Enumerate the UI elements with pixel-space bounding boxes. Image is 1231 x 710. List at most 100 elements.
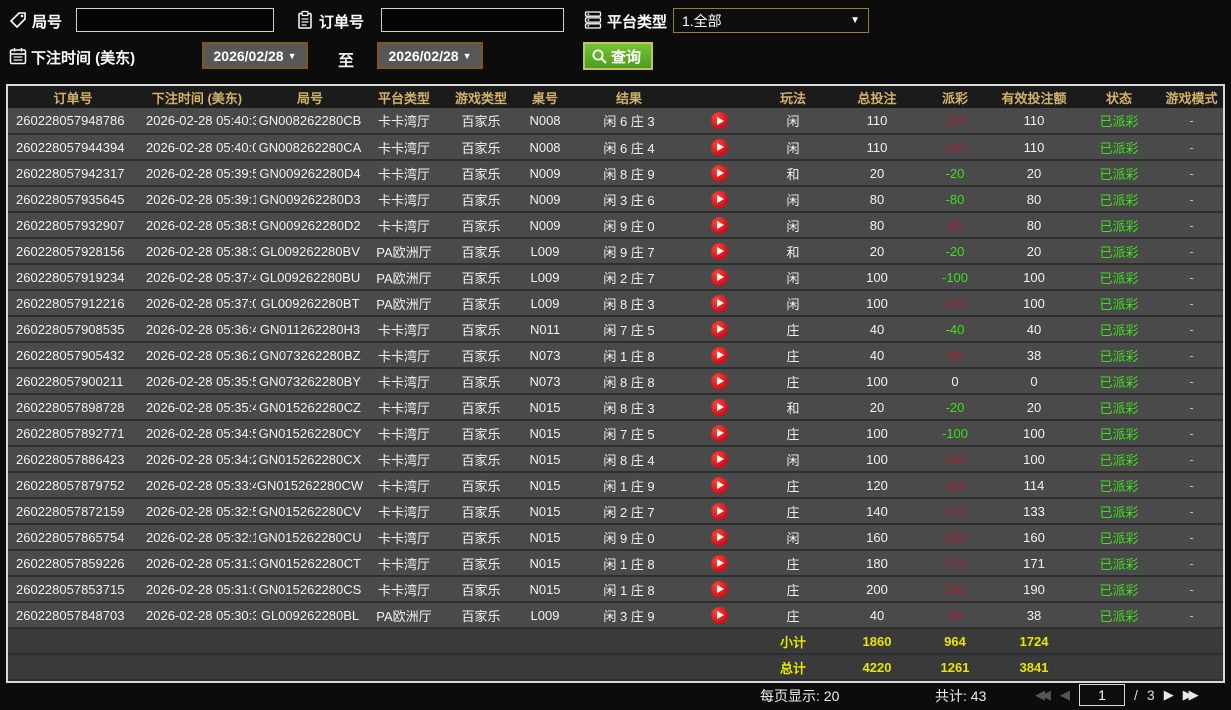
cell-valid-bet: 20 — [990, 394, 1078, 421]
current-page-input[interactable] — [1079, 684, 1125, 706]
table-row: 260228057905432 2026-02-28 05:36:22 GN0732… — [8, 342, 1223, 369]
play-replay-icon[interactable] — [710, 164, 728, 182]
first-page-icon[interactable]: ◀◀ — [1035, 687, 1051, 702]
cell-order-id: 260228057944394 — [8, 134, 138, 161]
cell-payout: -40 — [920, 316, 990, 343]
cell-status: 已派彩 — [1078, 264, 1160, 291]
cell-valid-bet: 100 — [990, 420, 1078, 447]
cell-game-mode: - — [1160, 368, 1223, 395]
cell-round-id: GN015262280CY — [256, 420, 364, 447]
next-page-icon[interactable]: ▶ — [1163, 687, 1174, 702]
cell-platform-type: 卡卡湾厅 — [364, 576, 444, 603]
bet-records-table: 订单号 下注时间 (美东) 局号 平台类型 游戏类型 桌号 结果 玩法 总投注 派彩 有效投注额 状态… — [6, 84, 1225, 683]
cell-table-no: N015 — [518, 498, 572, 525]
cell-table-no: N015 — [518, 394, 572, 421]
cell-game-mode: - — [1160, 160, 1223, 187]
cell-platform-type: 卡卡湾厅 — [364, 550, 444, 577]
total-pages-label: 3 — [1146, 687, 1155, 703]
cell-game-mode: - — [1160, 316, 1223, 343]
play-replay-icon[interactable] — [710, 502, 728, 520]
cell-bet-side: 庄 — [752, 342, 834, 369]
cell-table-no: N015 — [518, 472, 572, 499]
cell-platform-type: 卡卡湾厅 — [364, 368, 444, 395]
platform-type-select[interactable]: 1.全部 ▼ — [673, 8, 869, 33]
play-replay-icon[interactable] — [710, 216, 728, 234]
cell-status: 已派彩 — [1078, 134, 1160, 161]
cell-bet-side: 闲 — [752, 524, 834, 551]
date-to-value: 2026/02/28 — [388, 47, 459, 64]
play-replay-icon[interactable] — [710, 554, 728, 572]
cell-game-mode: - — [1160, 602, 1223, 629]
play-replay-icon[interactable] — [710, 580, 728, 598]
cell-game-mode: - — [1160, 472, 1223, 499]
column-header: 状态 — [1078, 86, 1160, 108]
play-replay-icon[interactable] — [710, 528, 728, 546]
play-replay-icon[interactable] — [710, 346, 728, 364]
order-id-input[interactable] — [381, 8, 564, 32]
table-row: 260228057912216 2026-02-28 05:37:02 GL0092… — [8, 290, 1223, 317]
prev-page-icon[interactable]: ◀ — [1060, 687, 1070, 702]
cell-replay — [686, 472, 752, 499]
play-replay-icon[interactable] — [710, 190, 728, 208]
subtotal-row-cell — [572, 628, 686, 655]
date-from-value: 2026/02/28 — [213, 47, 284, 64]
cell-payout: 38 — [920, 342, 990, 369]
play-replay-icon[interactable] — [710, 242, 728, 260]
filter-bar: 局号 订单号 平台类型 1.全部 ▼ 下注时间 (美东) 2026/02/28 … — [0, 0, 1231, 82]
cell-bet-side: 闲 — [752, 108, 834, 135]
total-row-grand-cell: 1261 — [920, 654, 990, 681]
cell-bet-side: 和 — [752, 160, 834, 187]
cell-valid-bet: 110 — [990, 108, 1078, 135]
last-page-icon[interactable]: ▶▶ — [1182, 687, 1199, 702]
play-replay-icon[interactable] — [710, 138, 728, 156]
play-replay-icon[interactable] — [710, 424, 728, 442]
cell-game-type: 百家乐 — [444, 524, 518, 551]
cell-bet-time: 2026-02-28 05:38:58 — [138, 212, 256, 239]
cell-total-bet: 40 — [834, 342, 920, 369]
play-replay-icon[interactable] — [710, 268, 728, 286]
cell-total-bet: 100 — [834, 290, 920, 317]
tag-icon — [8, 10, 28, 30]
round-id-input[interactable] — [76, 8, 274, 32]
play-replay-icon[interactable] — [710, 320, 728, 338]
date-from-picker[interactable]: 2026/02/28 ▼ — [202, 42, 308, 69]
cell-result: 闲 9 庄 0 — [572, 524, 686, 551]
search-button[interactable]: 查询 — [583, 42, 654, 70]
cell-status: 已派彩 — [1078, 186, 1160, 213]
cell-total-bet: 120 — [834, 472, 920, 499]
play-replay-icon[interactable] — [710, 450, 728, 468]
cell-payout: 100 — [920, 446, 990, 473]
play-replay-icon[interactable] — [710, 294, 728, 312]
cell-total-bet: 110 — [834, 134, 920, 161]
play-replay-icon[interactable] — [710, 112, 728, 130]
cell-table-no: L009 — [518, 238, 572, 265]
cell-table-no: N009 — [518, 186, 572, 213]
cell-bet-side: 庄 — [752, 472, 834, 499]
play-replay-icon[interactable] — [710, 476, 728, 494]
table-row: 260228057879752 2026-02-28 05:33:44 GN0152… — [8, 472, 1223, 499]
cell-payout: 80 — [920, 212, 990, 239]
cell-status: 已派彩 — [1078, 472, 1160, 499]
play-replay-icon[interactable] — [710, 372, 728, 390]
table-row: 260228057928156 2026-02-28 05:38:32 GL0092… — [8, 238, 1223, 265]
cell-payout: 114 — [920, 472, 990, 499]
cell-payout: -80 — [920, 186, 990, 213]
table-row: 260228057853715 2026-02-28 05:31:09 GN0152… — [8, 576, 1223, 603]
cell-bet-time: 2026-02-28 05:32:19 — [138, 524, 256, 551]
cell-total-bet: 20 — [834, 238, 920, 265]
cell-result: 闲 2 庄 7 — [572, 498, 686, 525]
date-to-picker[interactable]: 2026/02/28 ▼ — [377, 42, 483, 69]
play-replay-icon[interactable] — [710, 398, 728, 416]
cell-payout: 100 — [920, 290, 990, 317]
cell-game-mode: - — [1160, 212, 1223, 239]
cell-status: 已派彩 — [1078, 498, 1160, 525]
cell-total-bet: 100 — [834, 446, 920, 473]
cell-order-id: 260228057892771 — [8, 420, 138, 447]
cell-order-id: 260228057942317 — [8, 160, 138, 187]
cell-platform-type: 卡卡湾厅 — [364, 394, 444, 421]
pagination-bar: 每页显示: 20 共计: 43 ◀◀ ◀ / 3 ▶ ▶▶ — [0, 680, 1231, 710]
cell-game-type: 百家乐 — [444, 550, 518, 577]
cell-table-no: N073 — [518, 342, 572, 369]
play-replay-icon[interactable] — [710, 606, 728, 624]
cell-valid-bet: 80 — [990, 186, 1078, 213]
